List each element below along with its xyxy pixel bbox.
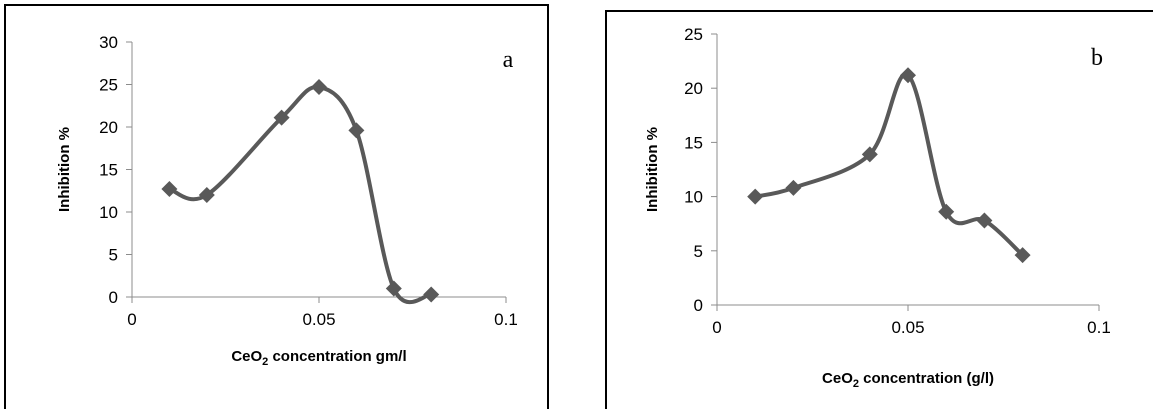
data-point-marker [198, 187, 215, 203]
data-point-marker [348, 122, 365, 139]
y-axis-title: Inhibition % [56, 127, 73, 212]
x-axis-title-subscript: 2 [853, 378, 859, 390]
series-line [754, 72, 1024, 257]
data-point-marker [747, 188, 764, 205]
x-axis-title-part: CeO [231, 348, 262, 365]
chart-a-svg: 0 5 10 15 20 25 30 0 0.05 0.1 Inhibition % CeO2 con… [56, 33, 518, 368]
x-axis-title: CeO2 concentration gm/l [231, 348, 406, 368]
data-point-marker [311, 79, 327, 96]
data-point-marker [385, 280, 402, 297]
data-point-marker [900, 67, 916, 84]
data-point-marker [976, 212, 993, 229]
chart-b-svg: 0 5 10 15 20 25 0 0.05 0.1 Inhibition % CeO2 conce… [644, 25, 1111, 390]
y-tick-label: 30 [99, 33, 118, 52]
y-axis-title: Inhibition % [644, 127, 661, 212]
panel-label: a [503, 47, 514, 73]
y-tick-label: 20 [99, 118, 118, 137]
panel-label: b [1091, 45, 1103, 71]
data-point-marker [1014, 247, 1031, 264]
data-point-marker [161, 181, 178, 198]
x-axis-title: CeO2 concentration (g/l) [822, 370, 994, 390]
y-tick-label: 0 [109, 288, 118, 307]
x-tick-label: 0.1 [494, 310, 518, 329]
x-axis-title-part: CeO [822, 370, 853, 387]
x-tick-label: 0 [712, 318, 721, 337]
y-tick-label: 15 [684, 133, 703, 152]
y-tick-label: 10 [684, 188, 703, 207]
y-tick-label: 20 [684, 79, 703, 98]
x-tick-label: 0 [127, 310, 136, 329]
chart-panel-a: 0 5 10 15 20 25 30 0 0.05 0.1 Inhibition % CeO2 con… [4, 4, 549, 409]
y-tick-label: 10 [99, 203, 118, 222]
y-tick-label: 25 [99, 76, 118, 95]
data-point-marker [861, 146, 878, 163]
x-tick-label: 0.05 [891, 318, 924, 337]
x-tick-label: 0.05 [302, 310, 335, 329]
data-point-marker [273, 109, 290, 126]
y-tick-label: 0 [694, 296, 703, 315]
x-axis-title-part: concentration (g/l) [859, 370, 994, 387]
x-tick-label: 0.1 [1087, 318, 1111, 337]
y-tick-label: 25 [684, 25, 703, 44]
data-point-marker [785, 179, 802, 196]
y-tick-label: 15 [99, 161, 118, 180]
data-point-marker [423, 286, 440, 303]
y-tick-label: 5 [694, 242, 703, 261]
y-tick-label: 5 [109, 246, 118, 265]
x-axis-title-subscript: 2 [262, 356, 268, 368]
data-point-marker [938, 203, 955, 220]
x-axis-title-part: concentration gm/l [268, 348, 406, 365]
chart-panel-b: 0 5 10 15 20 25 0 0.05 0.1 Inhibition % CeO2 conce… [605, 10, 1153, 409]
